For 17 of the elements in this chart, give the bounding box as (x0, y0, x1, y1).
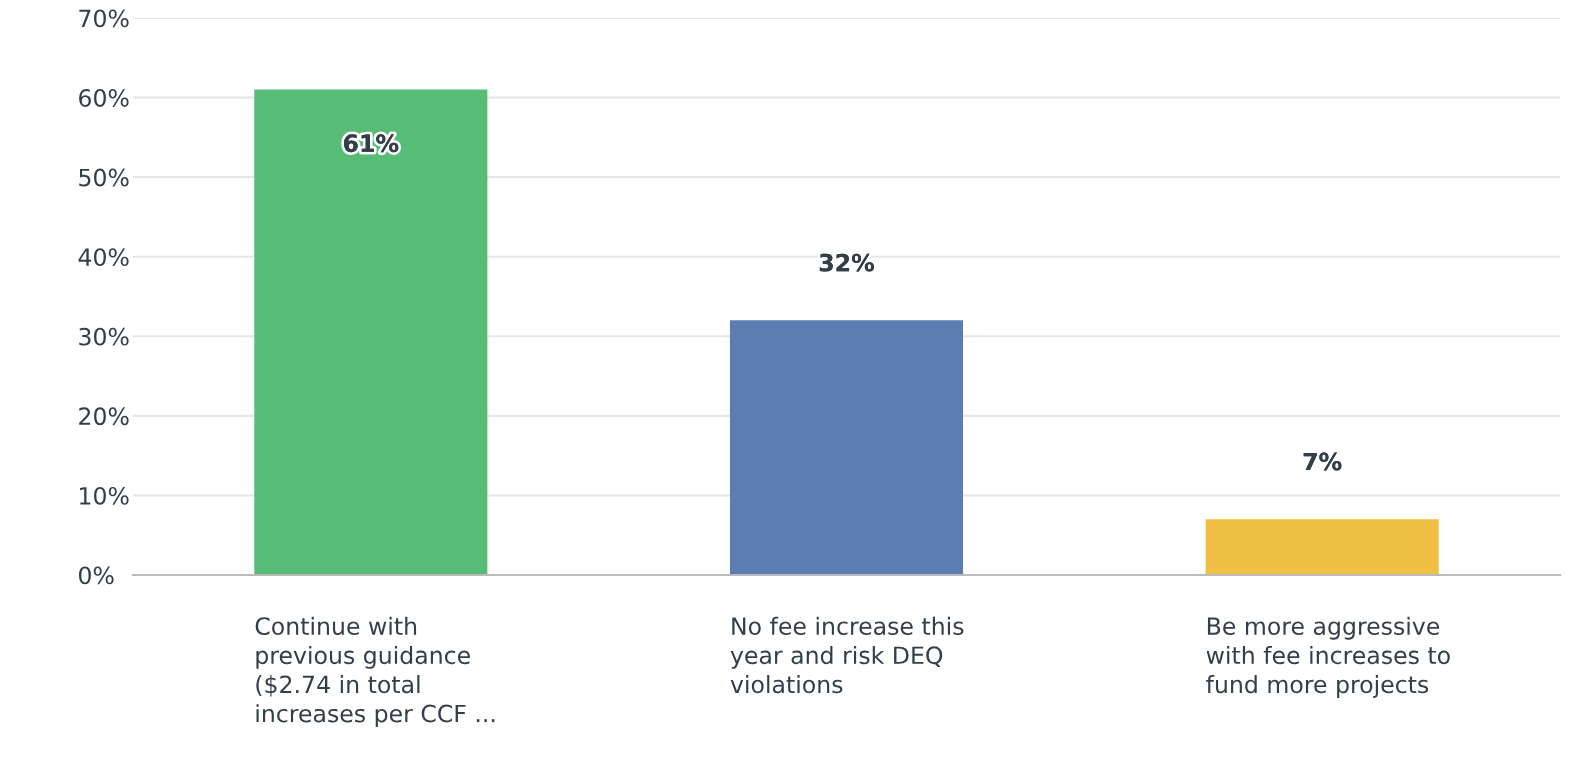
x-tick-label: No fee increase this year and risk DEQ violations (730, 616, 964, 694)
y-tick-label: 70% (79, 9, 129, 28)
y-tick-label: 50% (79, 168, 129, 187)
y-tick-label: 20% (79, 407, 129, 426)
bar (254, 89, 488, 575)
data-label: 7% (1303, 452, 1342, 471)
y-tick-label: 30% (79, 327, 129, 346)
x-tick-label: Continue with previous guidance ($2.74 in total increases per CCF ... (255, 616, 495, 728)
y-tick-label: 40% (78, 248, 129, 267)
bar (1205, 519, 1439, 575)
data-label: 32% (819, 253, 875, 272)
y-tick-label: 0% (79, 566, 114, 585)
x-tick-label: Be more aggressive with fee increases to fund more projects (1206, 616, 1450, 698)
data-label: 61% (344, 134, 399, 153)
bar (729, 320, 964, 575)
y-tick-label: 10% (80, 486, 129, 505)
y-tick-label: 60% (79, 89, 129, 107)
